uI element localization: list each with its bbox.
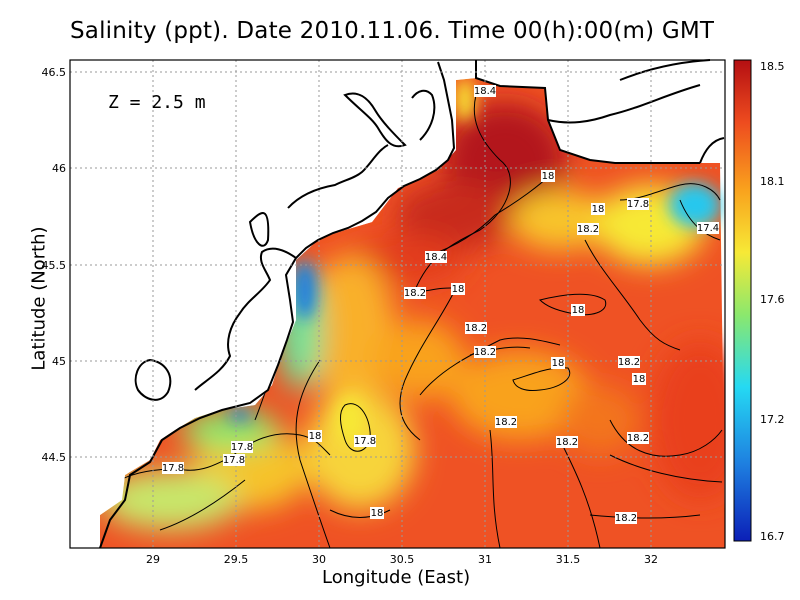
svg-text:18: 18 (633, 374, 646, 385)
contour-label-17: 17.8 (354, 435, 376, 447)
svg-text:17.8: 17.8 (162, 463, 184, 474)
svg-text:18.2: 18.2 (615, 513, 637, 524)
colorbar-tick-label: 18.1 (760, 175, 785, 188)
x-tick-label: 30 (312, 553, 326, 566)
contour-label-23: 18.2 (556, 436, 578, 448)
y-tick-label: 45 (52, 355, 66, 368)
contour-label-9: 18 (451, 283, 465, 295)
y-tick-label: 46.5 (42, 66, 67, 79)
svg-text:18.2: 18.2 (627, 433, 649, 444)
coastline (99, 59, 725, 549)
contour-label-11: 18.2 (465, 322, 487, 334)
y-tick-labels: 46.5 46 45.5 45 44.5 (42, 66, 67, 464)
svg-text:18.2: 18.2 (474, 347, 496, 358)
x-tick-label: 32 (644, 553, 658, 566)
contour-label-2: 18 (541, 170, 555, 182)
contour-labels: 18.4 18 18 17.8 17.4 18.2 18.4 18.2 18 1… (162, 85, 719, 524)
svg-text:18: 18 (572, 305, 585, 316)
plot-frame (69, 59, 726, 549)
colorbar-tick-label: 16.7 (760, 530, 785, 543)
colorbar-tick-label: 17.6 (760, 293, 785, 306)
svg-text:18.2: 18.2 (465, 323, 487, 334)
contour-label-25: 18.2 (615, 512, 637, 524)
contour-label-5: 17.4 (697, 222, 719, 234)
svg-text:18: 18 (452, 284, 465, 295)
colorbar-tick-label: 17.2 (760, 413, 785, 426)
colorbar-gradient (733, 59, 752, 542)
svg-text:18.2: 18.2 (404, 288, 426, 299)
contour-label-18: 18 (308, 430, 322, 442)
contour-label-8: 18.2 (404, 287, 426, 299)
svg-text:18.2: 18.2 (495, 417, 517, 428)
contour-label-13: 18 (551, 357, 565, 369)
y-tick-label: 45.5 (42, 259, 67, 272)
contour-label-12: 18.2 (474, 346, 496, 358)
x-tick-label: 29.5 (224, 553, 249, 566)
contour-label-15: 18 (632, 373, 646, 385)
map-title: Salinity (ppt). Date 2010.11.06. Time 00… (70, 18, 715, 44)
x-tick-label: 31 (478, 553, 492, 566)
y-tick-label: 44.5 (42, 451, 67, 464)
svg-text:18: 18 (542, 171, 555, 182)
svg-text:18.4: 18.4 (474, 86, 496, 97)
svg-text:17.8: 17.8 (627, 199, 649, 210)
svg-text:17.8: 17.8 (231, 442, 253, 453)
svg-text:18: 18 (371, 508, 384, 519)
svg-text:18.4: 18.4 (425, 252, 447, 263)
land (70, 60, 725, 548)
contour-label-16: 18.2 (495, 416, 517, 428)
contour-label-1: 18.4 (474, 85, 496, 97)
contour-label-19: 17.8 (231, 441, 253, 453)
svg-text:18.2: 18.2 (577, 224, 599, 235)
colorbar-tick-label: 18.5 (760, 60, 785, 73)
svg-text:17.8: 17.8 (354, 436, 376, 447)
contour-label-24: 18.2 (627, 432, 649, 444)
svg-text:18: 18 (309, 431, 322, 442)
contour-label-14: 18.2 (618, 356, 640, 368)
y-axis-title: Latitude (North) (28, 226, 50, 371)
gridlines (70, 60, 725, 548)
svg-text:18: 18 (552, 358, 565, 369)
svg-text:18: 18 (592, 204, 605, 215)
contour-label-10: 18 (571, 304, 585, 316)
contour-label-20: 17.8 (223, 454, 245, 466)
contour-label-6: 18.2 (577, 223, 599, 235)
x-tick-label: 29 (146, 553, 160, 566)
x-tick-label: 30.5 (390, 553, 415, 566)
svg-text:17.4: 17.4 (697, 223, 719, 234)
svg-text:17.8: 17.8 (223, 455, 245, 466)
svg-text:18.2: 18.2 (618, 357, 640, 368)
colorbar: 18.5 18.1 17.6 17.2 16.7 (733, 59, 785, 543)
x-tick-label: 31.5 (556, 553, 581, 566)
depth-label: Z = 2.5 m (108, 92, 206, 113)
x-tick-labels: 29 29.5 30 30.5 31 31.5 32 (146, 553, 658, 566)
contour-label-3: 18 (591, 203, 605, 215)
x-axis-title: Longitude (East) (322, 567, 471, 588)
contour-label-7: 18.4 (425, 251, 447, 263)
contour-label-21: 17.8 (162, 462, 184, 474)
contour-label-22: 18 (370, 507, 384, 519)
svg-text:18.2: 18.2 (556, 437, 578, 448)
y-tick-label: 46 (52, 162, 66, 175)
contour-label-4: 17.8 (627, 198, 649, 210)
plot-area (100, 78, 725, 548)
